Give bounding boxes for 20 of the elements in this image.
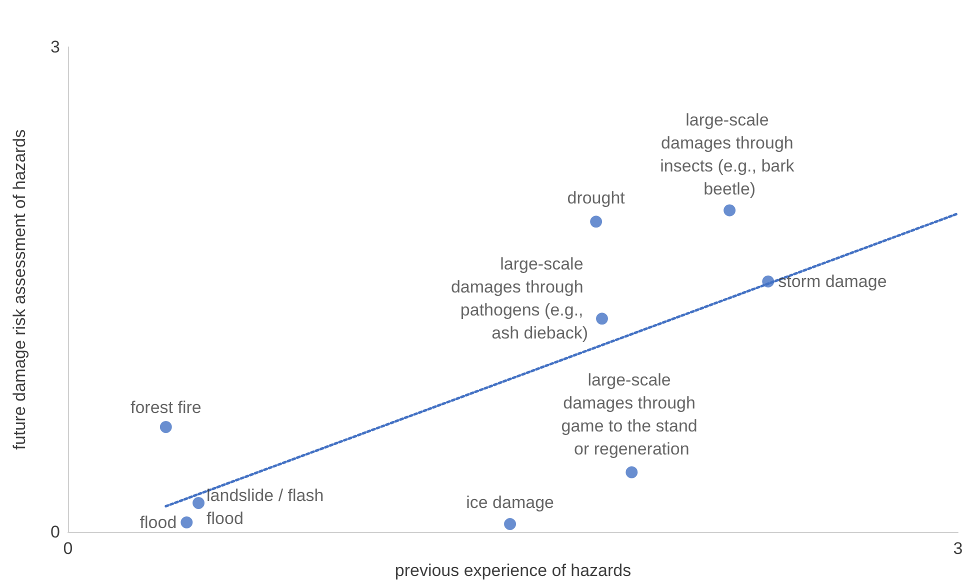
point xyxy=(596,312,608,325)
point xyxy=(724,204,736,216)
annotation: landslide / flash flood xyxy=(206,486,328,528)
point xyxy=(590,216,602,228)
annotation: ice damage xyxy=(466,493,554,512)
annotation: flood xyxy=(140,512,177,532)
point xyxy=(192,496,205,509)
annotation: storm damage xyxy=(778,272,887,291)
annotation: drought xyxy=(567,188,626,208)
annotation: large-scale damages through game to the stand or regeneration xyxy=(561,370,702,458)
x-axis-title: previous experience of hazards xyxy=(394,561,632,580)
y-axis-title: future damage risk assessment of hazards xyxy=(10,129,29,450)
point xyxy=(504,518,516,530)
point xyxy=(160,421,172,433)
point xyxy=(762,275,774,288)
annotation: large-scale damages through insects (e.g., bark beetle) xyxy=(660,110,800,198)
annotation: large-scale damages through pathogens (e.g., ash dieback) xyxy=(450,254,588,343)
annotation: forest fire xyxy=(130,398,202,417)
point xyxy=(626,466,638,478)
point xyxy=(180,516,193,528)
